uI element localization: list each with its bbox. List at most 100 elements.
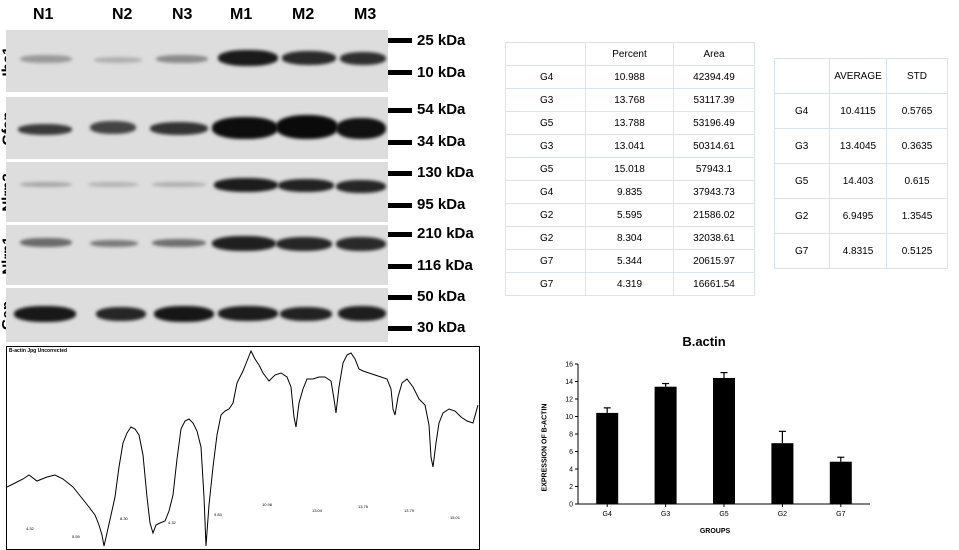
marker-label: 50 kDa xyxy=(417,288,466,305)
x-tick-label: G3 xyxy=(661,511,670,518)
table-cell: 5.344 xyxy=(585,249,674,273)
bar xyxy=(713,377,735,504)
table-cell: G5 xyxy=(505,157,586,181)
table-cell: 1.3545 xyxy=(886,198,948,234)
bar xyxy=(654,386,677,504)
marker-label: 95 kDa xyxy=(417,196,466,213)
table-cell: 16661.54 xyxy=(673,272,755,296)
table-row: G5 15.018 57943.1 xyxy=(505,157,755,181)
table-cell: G2 xyxy=(505,203,586,227)
table-row: G3 13.4045 0.3635 xyxy=(774,128,948,164)
table-row: G2 8.304 32038.61 xyxy=(505,226,755,250)
blot-gfap xyxy=(6,97,388,159)
table-cell: 10.4115 xyxy=(829,93,887,129)
peak-label: 8.30 xyxy=(120,516,128,521)
table-cell: G4 xyxy=(505,65,586,89)
bar-chart: B.actin EXPRESSION OF B-ACTIN 0 2 4 6 8 10 12 1… xyxy=(534,332,906,548)
table-cell: G5 xyxy=(505,111,586,135)
marker-label: 210 kDa xyxy=(417,225,474,242)
table-cell: 57943.1 xyxy=(673,157,755,181)
blot-nlrp1 xyxy=(6,225,388,285)
marker-bar xyxy=(388,140,412,145)
table-cell: G7 xyxy=(505,249,586,273)
table-header-row: AVERAGE STD xyxy=(774,58,948,94)
bar xyxy=(596,412,619,504)
marker-bar xyxy=(388,38,412,43)
table-cell: G2 xyxy=(505,226,586,250)
table-row: G4 10.4115 0.5765 xyxy=(774,93,948,129)
blot-nlrp3 xyxy=(6,162,388,222)
table-cell: 21586.02 xyxy=(673,203,755,227)
marker-bar xyxy=(388,171,412,176)
table-cell: 37943.73 xyxy=(673,180,755,204)
x-tick-label: G4 xyxy=(603,511,612,518)
table-header-cell: Area xyxy=(673,42,755,66)
lane-label-m2: M2 xyxy=(292,6,315,23)
table-row: G2 5.595 21586.02 xyxy=(505,203,755,227)
peak-label: 4.32 xyxy=(26,526,34,531)
table-cell: 32038.61 xyxy=(673,226,755,250)
table-cell: 9.835 xyxy=(585,180,674,204)
table-cell: G3 xyxy=(774,128,830,164)
peak-label: 13.79 xyxy=(404,508,415,513)
table-cell: 42394.49 xyxy=(673,65,755,89)
table-cell: G3 xyxy=(505,88,586,112)
table-header-cell xyxy=(774,58,830,94)
bar-chart-svg: 0 2 4 6 8 10 12 14 16 G4 G3 G5 G2 G7 xyxy=(565,362,870,518)
table-cell: 15.018 xyxy=(585,157,674,181)
table-header-cell: AVERAGE xyxy=(829,58,887,94)
table-row: G7 5.344 20615.97 xyxy=(505,249,755,273)
x-tick-label: G7 xyxy=(836,511,845,518)
blot-gap xyxy=(6,288,388,342)
y-tick-label: 4 xyxy=(569,467,573,474)
lane-label-n3: N3 xyxy=(172,6,193,23)
table-header-cell: STD xyxy=(886,58,948,94)
table-header-row: Percent Area xyxy=(505,42,755,66)
marker-label: 116 kDa xyxy=(417,257,473,274)
marker-bar xyxy=(388,70,412,75)
y-tick-label: 12 xyxy=(565,397,573,404)
table-cell: 53196.49 xyxy=(673,111,755,135)
table-row: G5 14.403 0.615 xyxy=(774,163,948,199)
densitometry-plot: B-actin Jpg Uncorrected xyxy=(6,346,480,550)
chart-title: B.actin xyxy=(682,334,726,349)
table-cell: 0.3635 xyxy=(886,128,948,164)
peak-label: 13.04 xyxy=(312,508,323,513)
table-header-cell: Percent xyxy=(585,42,674,66)
table-cell: 0.5765 xyxy=(886,93,948,129)
table-row: G7 4.8315 0.5125 xyxy=(774,233,948,269)
peak-label: 10.98 xyxy=(262,502,273,507)
blot-iba1 xyxy=(6,30,388,92)
marker-label: 54 kDa xyxy=(417,101,466,118)
peak-label: 9.83 xyxy=(214,512,222,517)
table-cell: 13.768 xyxy=(585,88,674,112)
x-tick-label: G2 xyxy=(778,511,787,518)
table-cell: G3 xyxy=(505,134,586,158)
densitometry-title: B-actin Jpg Uncorrected xyxy=(9,348,68,354)
marker-label: 25 kDa xyxy=(417,32,466,49)
percent-area-table: Percent Area G4 10.988 42394.49 G3 13.768 53117… xyxy=(505,42,755,296)
bar xyxy=(829,461,852,504)
table-cell: G7 xyxy=(774,233,830,269)
marker-bar xyxy=(388,203,412,208)
peak-label: 4.32 xyxy=(168,520,176,525)
marker-label: 130 kDa xyxy=(417,164,474,181)
table-cell: 14.403 xyxy=(829,163,887,199)
table-row: G4 10.988 42394.49 xyxy=(505,65,755,89)
table-cell: 4.8315 xyxy=(829,233,887,269)
table-cell: 4.319 xyxy=(585,272,674,296)
table-cell: 20615.97 xyxy=(673,249,755,273)
table-cell: G4 xyxy=(774,93,830,129)
marker-bar xyxy=(388,232,412,237)
x-tick-label: G5 xyxy=(719,511,728,518)
table-row: G5 13.788 53196.49 xyxy=(505,111,755,135)
table-cell: G2 xyxy=(774,198,830,234)
table-row: G3 13.041 50314.61 xyxy=(505,134,755,158)
table-cell: 8.304 xyxy=(585,226,674,250)
table-cell: 5.595 xyxy=(585,203,674,227)
table-cell: 10.988 xyxy=(585,65,674,89)
lane-label-n1: N1 xyxy=(33,6,54,23)
y-tick-label: 8 xyxy=(569,432,573,439)
lane-label-n2: N2 xyxy=(112,6,133,23)
densitometry-trace xyxy=(7,349,479,547)
